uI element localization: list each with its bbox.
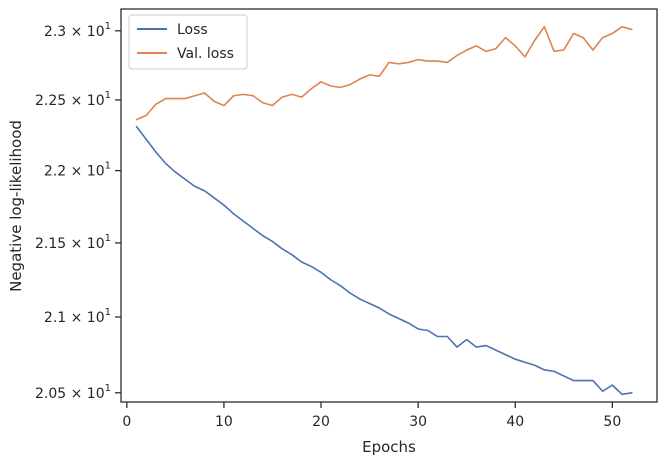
x-axis-label: Epochs [362,438,416,456]
x-axis-ticks: 0 10 20 30 40 50 [122,402,621,430]
x-tick-label: 10 [215,414,233,430]
y-axis-ticks: 2.05 × 101 2.1 × 101 2.15 × 101 2.2 × 101 2.… [35,21,121,402]
x-tick-label: 20 [312,414,330,430]
legend: Loss Val. loss [128,14,248,70]
x-tick-label: 40 [506,414,524,430]
x-tick-label: 0 [122,414,131,430]
y-tick-label: 2.25 × 101 [35,90,111,109]
plot-area [121,9,657,402]
series-line-val-loss [135,25,633,121]
series-layer [135,25,633,396]
y-tick-label: 2.15 × 101 [35,233,111,252]
legend-label-loss: Loss [177,22,208,38]
x-tick-label: 30 [409,414,427,430]
x-tick-label: 50 [603,414,621,430]
series-line-loss [135,125,633,396]
y-tick-label: 2.05 × 101 [35,383,111,402]
plot-frame [120,8,658,403]
y-tick-label: 2.3 × 101 [44,21,111,40]
y-tick-label: 2.2 × 101 [44,161,111,180]
y-tick-label: 2.1 × 101 [44,307,111,326]
legend-label-val-loss: Val. loss [177,46,234,62]
y-axis-label: Negative log-likelihood [7,120,25,292]
